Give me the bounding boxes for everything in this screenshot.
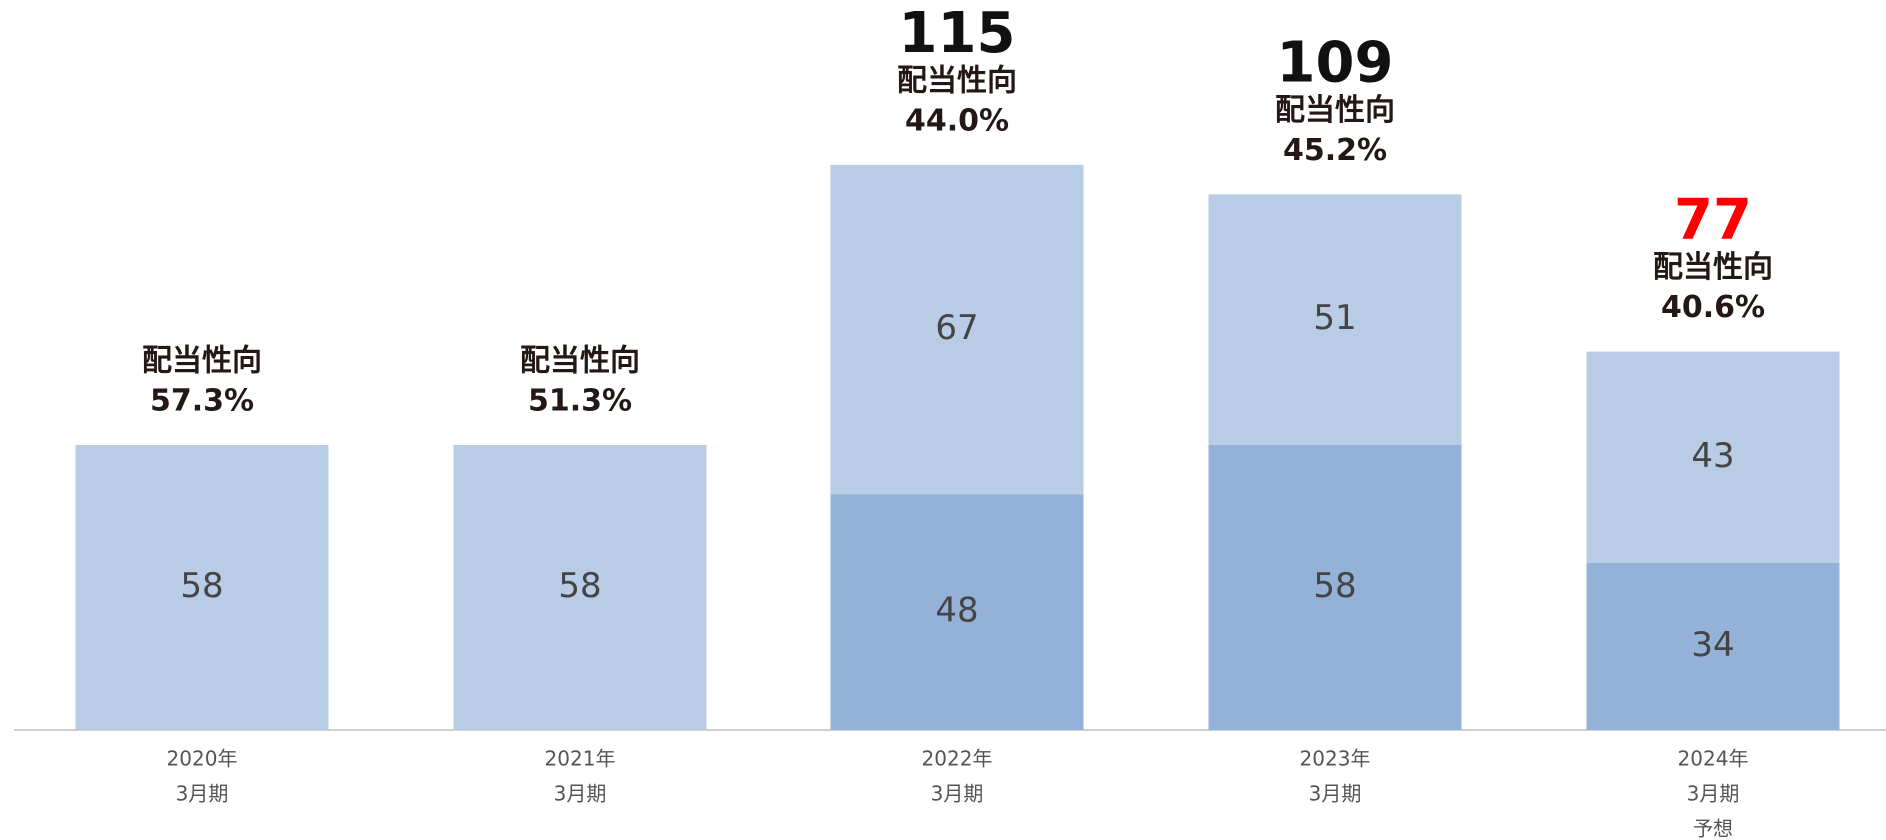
payout-title: 配当性向: [142, 343, 262, 378]
payout-ratio: 45.2%: [1283, 133, 1387, 168]
bar-segment: [830, 494, 1084, 730]
x-tick-label: 3月期: [1309, 782, 1362, 806]
segment-label: 51: [1313, 298, 1356, 338]
x-tick-label: 2022年: [922, 747, 993, 771]
x-tick-label: 3月期: [1687, 782, 1740, 806]
x-tick-label: 2024年: [1678, 747, 1749, 771]
bar-segment: [830, 164, 1084, 495]
payout-ratio: 44.0%: [905, 103, 1009, 138]
segment-label: 48: [935, 591, 978, 631]
segment-label: 58: [180, 566, 223, 606]
total-label: 109: [1277, 30, 1394, 95]
bar-segment: [1208, 194, 1462, 445]
segment-label: 67: [935, 308, 978, 348]
x-tick-label: 3月期: [176, 782, 229, 806]
payout-ratio: 51.3%: [528, 383, 632, 418]
x-tick-label: 予想: [1693, 817, 1733, 840]
payout-title: 配当性向: [520, 343, 640, 378]
payout-ratio: 57.3%: [150, 383, 254, 418]
x-tick-label: 2020年: [167, 747, 238, 771]
x-tick-label: 3月期: [554, 782, 607, 806]
segment-label: 34: [1691, 625, 1734, 665]
payout-title: 配当性向: [1653, 250, 1773, 285]
total-label: 115: [899, 1, 1016, 66]
segment-label: 58: [558, 566, 601, 606]
bar-segment: [1586, 351, 1840, 563]
payout-title: 配当性向: [1275, 93, 1395, 128]
x-tick-label: 2021年: [545, 747, 616, 771]
segment-label: 43: [1691, 436, 1734, 476]
x-tick-label: 2023年: [1300, 747, 1371, 771]
x-tick-label: 3月期: [931, 782, 984, 806]
segment-label: 58: [1313, 566, 1356, 606]
bar-segment: [75, 444, 329, 730]
bar-segment: [1208, 444, 1462, 730]
payout-title: 配当性向: [897, 63, 1017, 98]
bar-segment: [1586, 562, 1840, 730]
bar-segment: [453, 444, 707, 730]
total-label: 77: [1674, 188, 1752, 253]
payout-ratio: 40.6%: [1661, 290, 1765, 325]
